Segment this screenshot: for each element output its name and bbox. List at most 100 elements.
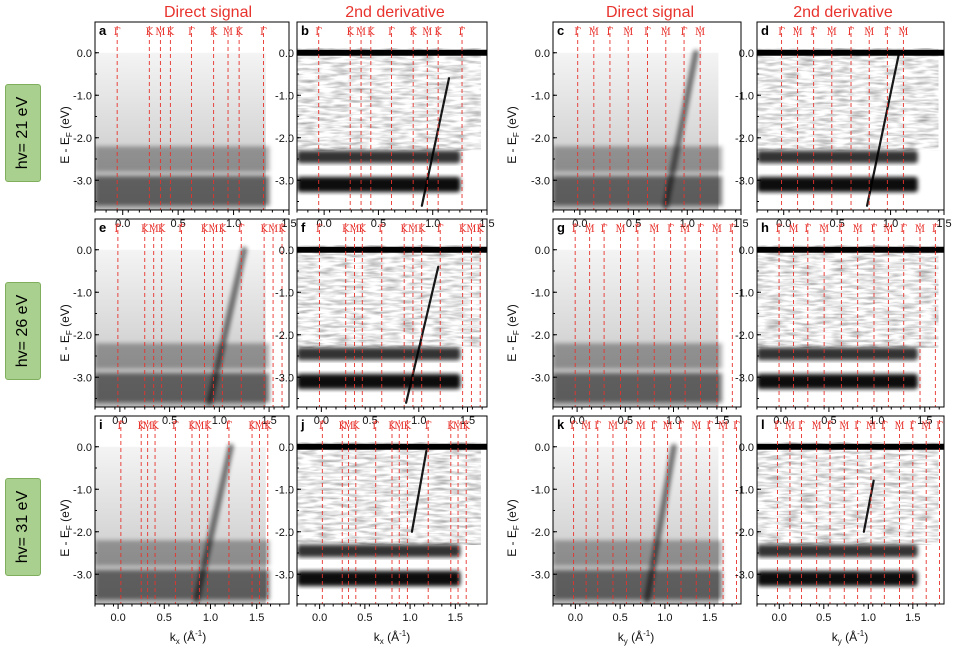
symmetry-point-label: M [839,421,849,432]
symmetry-point-label: M [649,224,659,235]
symmetry-point-label: K [338,421,346,432]
derivative-noise [297,450,465,536]
symmetry-point-label: M [349,224,359,235]
symmetry-point-label: Γ [804,224,811,235]
x-tick-label: 1.0 [402,612,417,624]
x-tick-label: 0.0 [312,612,327,624]
y-tick-label: 0.0 [77,442,92,454]
symmetry-point-label: M [691,421,701,432]
y-tick-label: -1.0 [73,90,92,102]
symmetry-point-label: Γ [838,224,845,235]
valence-band-2 [757,570,918,587]
kx-axis-label-close: ) [202,630,207,644]
symmetry-point-label: K [346,27,354,38]
y-tick-label: -3.0 [73,569,92,581]
x-tick-label: 1.0 [869,415,884,427]
y-tick-label: 0.0 [739,245,754,257]
x-tick-label: 0.5 [357,612,372,624]
panel-intensity-map [757,253,922,390]
symmetry-point-label: K [167,27,175,38]
symmetry-point-label: Γ [594,421,601,432]
panel-letter: h [761,220,769,235]
symmetry-point-label: Γ [601,224,608,235]
derivative-noise [297,56,465,142]
panel-f: Γ K MK Γ K M K Γ K M Kf0.0-1.0-2.0-3.00.0 0.5 1.0 1.5 [275,218,488,427]
y-tick-label: -1.0 [531,287,550,299]
symmetry-point-label: K [388,421,396,432]
valence-band-2 [553,570,723,600]
symmetry-point-label: K [137,421,145,432]
fermi-level-bar [297,443,487,450]
symmetry-point-label: Γ [932,224,939,235]
symmetry-point-label: Γ [848,27,855,38]
symmetry-point-label: Γ [776,224,783,235]
symmetry-point-label: K [235,27,243,38]
x-tick-label: 0.0 [572,218,587,230]
valence-band-1 [95,146,270,172]
symmetry-point-label: M [812,421,822,432]
y-tick-label: -2.0 [275,330,294,342]
x-tick-label: 1.0 [883,218,898,230]
valence-band-1 [297,544,461,558]
ky-axis-label-close: ) [650,630,655,644]
symmetry-point-label: K [352,421,360,432]
symmetry-point-label: K [151,421,159,432]
x-tick-label: 1.5 [249,612,264,624]
panel-k: Γ M Γ M Γ M Γ M Γ M Γ M Γk0.0-1.0-2.0-3.00.0 0.5 1.0 1.… [531,415,742,624]
symmetry-point-label: M [623,27,633,38]
x-tick-label: 0.0 [776,218,791,230]
symmetry-point-label: K [342,224,350,235]
x-tick-label: 1.0 [680,218,695,230]
symmetry-point-label: Γ [884,27,891,38]
dispersive-band [862,479,875,533]
symmetry-point-label: Γ [225,421,232,432]
x-tick-label: 1.5 [714,415,729,427]
x-tick-label: 1.0 [411,415,426,427]
symmetry-point-label: K [264,421,272,432]
symmetry-point-label: M [827,27,837,38]
symmetry-point-label: Γ [316,224,323,235]
symmetry-point-label: M [466,224,476,235]
symmetry-point-label: M [662,421,672,432]
valence-band-2 [297,570,461,587]
symmetry-point-label: Γ [459,27,466,38]
symmetry-point-label: M [819,224,829,235]
y-tick-label: -1.0 [735,484,754,496]
x-tick-label: 0.5 [821,415,836,427]
kx-axis-label-unit: (Å [383,630,400,644]
ky-axis-label-direct: ky (Å-1) [618,629,654,646]
symmetry-point-label: Γ [706,421,713,432]
y-tick-label: -1.0 [735,90,754,102]
panel-intensity-map [297,56,465,207]
symmetry-point-label: K [418,224,426,235]
kx-axis-label-close: ) [406,630,411,644]
symmetry-point-label: Γ [678,421,685,432]
x-tick-label: 1.0 [226,218,241,230]
valence-band-2 [757,176,918,193]
symmetry-point-label: M [883,224,893,235]
y-tick-label: -2.0 [735,133,754,145]
y-tick-label: -2.0 [531,330,550,342]
symmetry-point-label: K [188,421,196,432]
symmetry-point-label: K [146,27,154,38]
y-tick-label: -1.0 [735,287,754,299]
valence-band-2 [297,176,461,193]
x-tick-label: 1.0 [425,218,440,230]
derivative-noise [757,253,922,339]
panel-l: Γ M Γ M Γ M Γ M Γ M Γ M Γl0.0-1.0-2.0-3.00.0 0.5 1.0 1.… [735,415,945,624]
dispersive-band [865,51,901,207]
symmetry-point-label: M [422,27,432,38]
y-tick-label: -2.0 [73,133,92,145]
derivative-noise [297,253,465,339]
symmetry-point-label: K [141,224,149,235]
row-label-31ev: hv= 31 eV [5,478,41,576]
symmetry-point-label: K [201,224,209,235]
symmetry-point-label: Γ [644,27,651,38]
panel-b: Γ K M K Γ K M K Γb0.0-1.0-2.0-3.00.0 0.5 1.0 1.5 [275,21,495,230]
panel-letter: j [300,417,305,432]
symmetry-point-label: Γ [114,27,121,38]
symmetry-point-label: K [219,224,227,235]
symmetry-point-label: M [343,421,353,432]
y-tick-label: -2.0 [73,527,92,539]
symmetry-point-label: M [581,421,591,432]
